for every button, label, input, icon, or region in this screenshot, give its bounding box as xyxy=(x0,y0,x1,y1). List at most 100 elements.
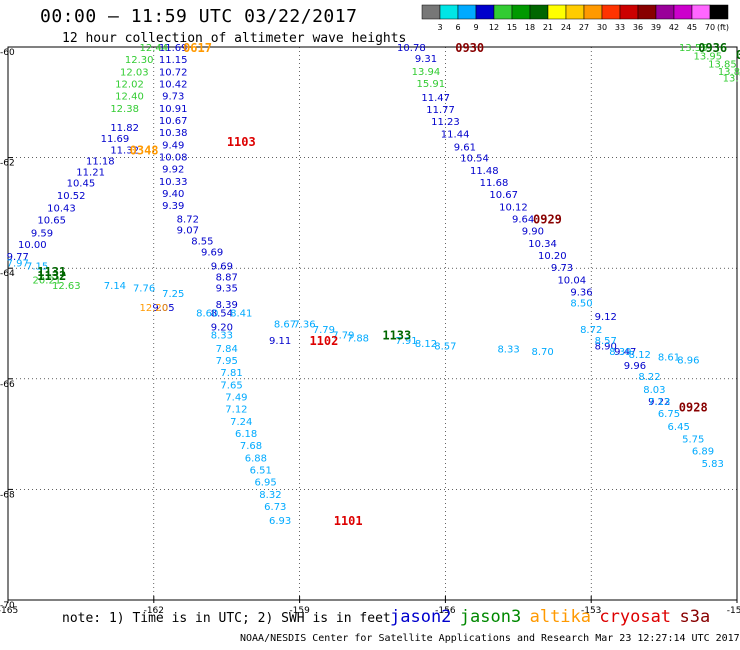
y-tick-label: -60 xyxy=(0,48,15,58)
data-point: 8.22 xyxy=(638,372,660,383)
data-point: 11.77 xyxy=(426,105,455,116)
colorbar-label: 18 xyxy=(525,23,535,32)
page-title: 00:00 – 11:59 UTC 03/22/2017 xyxy=(40,6,358,27)
footer-note: note: 1) Time is in UTC; 2) SWH is in fe… xyxy=(62,611,391,626)
colorbar-label: 45 xyxy=(687,23,697,32)
data-point: 9.64 xyxy=(512,214,534,225)
data-point: 8.39 xyxy=(216,300,238,311)
data-point: 10.67 xyxy=(489,190,518,201)
data-point: 8.33 xyxy=(497,344,519,355)
data-point: 12.38 xyxy=(110,104,139,115)
track-time-label: 1101 xyxy=(334,514,363,528)
track-time-label: 1103 xyxy=(227,135,256,149)
data-point: 5.83 xyxy=(702,459,724,470)
data-point: 12.02 xyxy=(115,79,144,90)
colorbar-label: 33 xyxy=(615,23,625,32)
data-point: 10.20 xyxy=(538,251,567,262)
data-point: 9.73 xyxy=(162,92,184,103)
data-point: 10.67 xyxy=(159,116,188,127)
data-point: 10.65 xyxy=(37,216,66,227)
data-point: 9.11 xyxy=(269,336,291,347)
data-point: 8.41 xyxy=(230,308,252,319)
data-point: 10.12 xyxy=(499,202,528,213)
data-point: 8.70 xyxy=(531,347,553,358)
data-point: 10.33 xyxy=(159,177,188,188)
track-time-label: 0929 xyxy=(533,212,562,226)
data-point: 7.36 xyxy=(293,320,315,331)
data-point: 11.44 xyxy=(441,129,470,140)
data-point: 9.59 xyxy=(31,228,53,239)
x-tick-label: -156 xyxy=(435,606,456,616)
track-time-label: 0617 xyxy=(183,41,212,55)
data-point: 7.25 xyxy=(162,289,184,300)
colorbar-swatch xyxy=(655,4,675,20)
data-point: 10.91 xyxy=(159,104,188,115)
data-point: 11.32 xyxy=(110,145,139,156)
data-point: 9.31 xyxy=(415,54,437,65)
data-point: 8.96 xyxy=(677,355,699,366)
data-point: 9.36 xyxy=(570,287,592,298)
data-point: 8.12 xyxy=(415,339,437,350)
data-point: 9.05 xyxy=(152,303,174,314)
data-point: 8.32 xyxy=(259,490,281,501)
legend-altika: altika xyxy=(529,607,592,627)
track-time-label: 0930 xyxy=(455,41,484,55)
track-time-label: 1102 xyxy=(309,334,338,348)
data-point: 11.69 xyxy=(159,43,188,54)
x-tick-label: -153 xyxy=(581,606,601,616)
data-point: 6.73 xyxy=(264,502,286,513)
data-point: 9.07 xyxy=(177,225,199,236)
data-point: 9.96 xyxy=(624,361,646,372)
data-point: 8.12 xyxy=(629,350,651,361)
data-point: 8.67 xyxy=(274,320,296,331)
colorbar-swatch xyxy=(565,4,585,20)
data-point: 6.89 xyxy=(692,447,714,458)
data-point: 6.51 xyxy=(250,465,272,476)
data-point: 8.87 xyxy=(216,272,238,283)
data-point: 12.03 xyxy=(120,67,149,78)
data-point: 11.48 xyxy=(470,166,499,177)
data-point: 7.91 xyxy=(395,336,417,347)
x-tick-label: -165 xyxy=(0,606,18,616)
data-point: 9.20 xyxy=(211,322,233,333)
data-point: 8.33 xyxy=(211,331,233,342)
data-point: 7.14 xyxy=(104,281,126,292)
data-point: 8.50 xyxy=(570,298,592,309)
colorbar-swatch xyxy=(547,4,567,20)
track-time-label: 0928 xyxy=(679,400,708,414)
colorbar-label: 70 xyxy=(705,23,715,32)
data-point: 10.54 xyxy=(460,154,489,165)
data-point: 10.08 xyxy=(159,152,188,163)
y-tick-label: -64 xyxy=(0,269,15,279)
data-point: 13.94 xyxy=(412,67,441,78)
colorbar-swatch xyxy=(493,4,513,20)
data-point: 7.79 xyxy=(313,325,335,336)
data-point: 8.57 xyxy=(434,342,456,353)
data-point: 11.15 xyxy=(159,55,188,66)
data-point: 8.39 xyxy=(609,347,631,358)
data-point: 8.54 xyxy=(211,308,233,319)
data-point: 6.95 xyxy=(254,478,276,489)
data-point: 11.21 xyxy=(76,167,105,178)
data-point: 10.72 xyxy=(159,67,188,78)
data-point: 12.44 xyxy=(139,43,168,54)
data-point: 9.92 xyxy=(162,165,184,176)
colorbar-label: 6 xyxy=(455,23,460,32)
data-point: 13.72 xyxy=(723,73,740,84)
data-point: 13.55 xyxy=(679,43,708,54)
data-point: 10.45 xyxy=(67,178,96,189)
data-point: 9.12 xyxy=(595,312,617,323)
data-point: 12.20 xyxy=(139,303,168,314)
data-point: 9.61 xyxy=(454,143,476,154)
data-point: 11.68 xyxy=(480,178,509,189)
data-point: 7.24 xyxy=(230,417,252,428)
colorbar-label: 39 xyxy=(651,23,661,32)
track-time-label: 0936 xyxy=(698,41,727,55)
data-point: 9.90 xyxy=(522,227,544,238)
colorbar-label: 27 xyxy=(579,23,589,32)
data-point: 8.03 xyxy=(643,385,665,396)
data-point: 10.38 xyxy=(159,128,188,139)
colorbar-label: 42 xyxy=(669,23,679,32)
data-point: 8.72 xyxy=(580,325,602,336)
data-point: 7.95 xyxy=(216,356,238,367)
